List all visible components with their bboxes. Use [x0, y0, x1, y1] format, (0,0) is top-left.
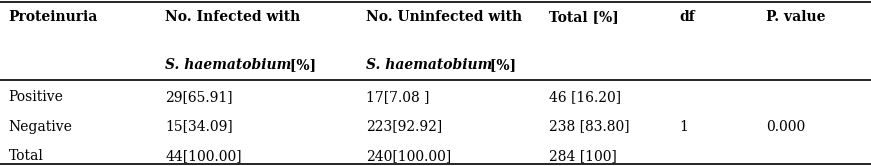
Text: 238 [83.80]: 238 [83.80] [549, 120, 630, 133]
Text: No. Infected with: No. Infected with [165, 10, 300, 24]
Text: 284 [100]: 284 [100] [549, 149, 617, 163]
Text: Proteinuria: Proteinuria [9, 10, 98, 24]
Text: Total: Total [9, 149, 44, 163]
Text: 240[100.00]: 240[100.00] [366, 149, 451, 163]
Text: Positive: Positive [9, 90, 64, 104]
Text: 46 [16.20]: 46 [16.20] [549, 90, 621, 104]
Text: S. haematobium: S. haematobium [366, 58, 492, 72]
Text: 29[65.91]: 29[65.91] [165, 90, 233, 104]
Text: Total [%]: Total [%] [549, 10, 618, 24]
Text: P. value: P. value [766, 10, 826, 24]
Text: [%]: [%] [285, 58, 316, 72]
Text: 15[34.09]: 15[34.09] [165, 120, 233, 133]
Text: 0.000: 0.000 [766, 120, 806, 133]
Text: No. Uninfected with: No. Uninfected with [366, 10, 522, 24]
Text: [%]: [%] [485, 58, 517, 72]
Text: 223[92.92]: 223[92.92] [366, 120, 442, 133]
Text: 17[7.08 ]: 17[7.08 ] [366, 90, 429, 104]
Text: 44[100.00]: 44[100.00] [165, 149, 242, 163]
Text: 1: 1 [679, 120, 688, 133]
Text: df: df [679, 10, 695, 24]
Text: S. haematobium: S. haematobium [165, 58, 292, 72]
Text: Negative: Negative [9, 120, 72, 133]
